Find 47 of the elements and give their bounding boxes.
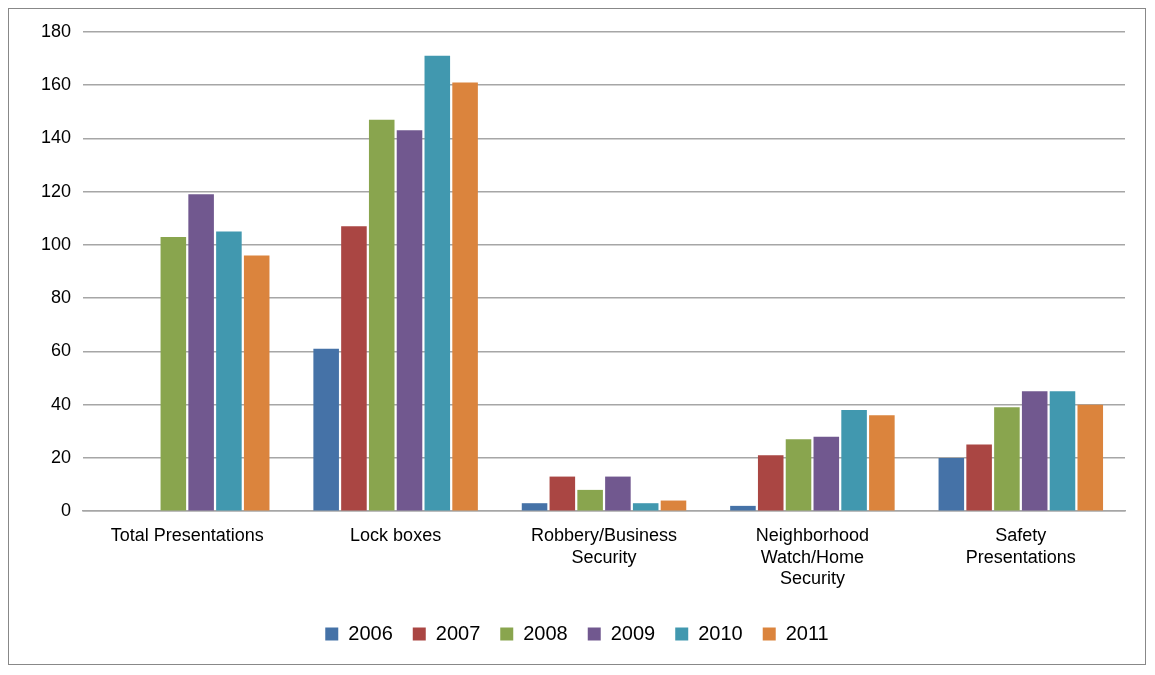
y-tick-label: 100 (40, 233, 72, 254)
bar (605, 476, 631, 511)
bar (632, 503, 659, 511)
bar (869, 415, 895, 511)
y-tick-label: 0 (61, 500, 72, 521)
bar (396, 130, 423, 511)
legend-label: 2008 (523, 621, 568, 644)
x-tick-label: Robbery/Business Security (530, 524, 678, 567)
x-tick-label: Neighborhood Watch/Home Security (755, 524, 869, 589)
bar (1049, 391, 1076, 511)
bar (841, 409, 867, 511)
y-tick-label: 140 (40, 127, 72, 148)
bar (216, 231, 242, 511)
bar (341, 226, 367, 511)
bar (757, 455, 784, 511)
y-tick-label: 60 (51, 340, 72, 361)
bar (966, 444, 992, 511)
bar (368, 119, 395, 511)
bar (1077, 404, 1104, 511)
bar (313, 348, 339, 511)
bar (785, 439, 812, 511)
bar (813, 436, 840, 511)
bar (452, 82, 478, 511)
y-tick-label: 20 (51, 446, 72, 467)
y-tick-label: 160 (40, 74, 72, 95)
legend-label: 2011 (785, 621, 829, 644)
bar (521, 503, 548, 511)
bar (1021, 391, 1048, 511)
x-tick-label: Safety Presentations (965, 524, 1076, 567)
y-tick-label: 80 (51, 287, 72, 308)
y-tick-label: 120 (40, 180, 72, 201)
bar (160, 236, 187, 511)
bar (243, 255, 270, 511)
legend-label: 2010 (698, 621, 743, 644)
bar (938, 457, 965, 511)
y-tick-label: 40 (51, 393, 72, 414)
bar (549, 476, 576, 511)
x-tick-label: Total Presentations (110, 524, 264, 545)
bar (577, 489, 603, 511)
bar (188, 194, 214, 511)
legend-label: 2007 (435, 621, 481, 644)
bar (994, 407, 1020, 511)
x-tick-label: Lock boxes (350, 524, 442, 545)
bar (424, 55, 451, 511)
y-tick-label: 180 (40, 20, 72, 41)
legend-label: 2009 (610, 621, 656, 644)
legend-label: 2006 (348, 621, 393, 644)
